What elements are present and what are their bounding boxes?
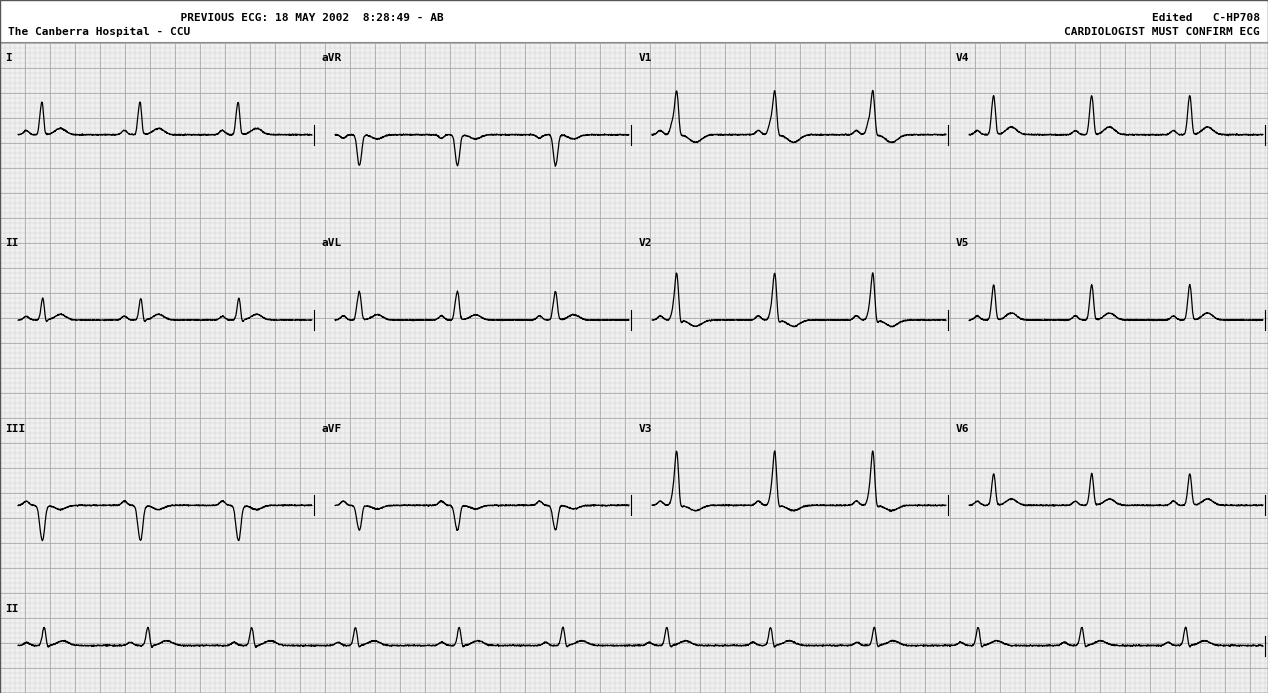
Text: CARDIOLOGIST MUST CONFIRM ECG: CARDIOLOGIST MUST CONFIRM ECG — [1064, 27, 1260, 37]
Text: V1: V1 — [639, 53, 653, 63]
Text: The Canberra Hospital - CCU: The Canberra Hospital - CCU — [8, 27, 190, 37]
Text: II: II — [5, 238, 19, 249]
Text: aVF: aVF — [322, 424, 342, 434]
Text: aVR: aVR — [322, 53, 342, 63]
Bar — [0, 0, 1268, 42]
Text: V4: V4 — [956, 53, 970, 63]
Text: I: I — [5, 53, 11, 63]
Text: V5: V5 — [956, 238, 970, 249]
Text: V2: V2 — [639, 238, 653, 249]
Text: PREVIOUS ECG: 18 MAY 2002  8:28:49 - AB: PREVIOUS ECG: 18 MAY 2002 8:28:49 - AB — [139, 13, 444, 23]
Text: II: II — [5, 604, 19, 614]
Text: V6: V6 — [956, 424, 970, 434]
Text: V3: V3 — [639, 424, 653, 434]
Text: III: III — [5, 424, 25, 434]
Text: aVL: aVL — [322, 238, 342, 249]
Text: Edited   C-HP708: Edited C-HP708 — [1153, 13, 1260, 23]
